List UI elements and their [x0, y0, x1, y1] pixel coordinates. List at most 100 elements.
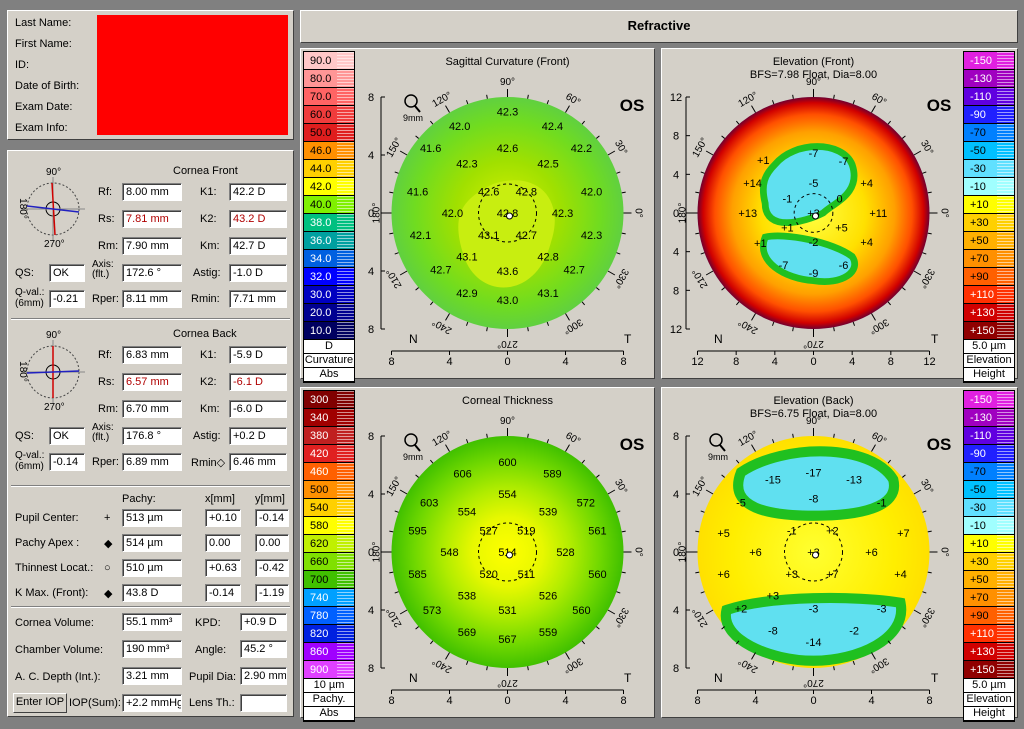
- scale-cell: 660: [304, 553, 354, 571]
- scale-footer: Elevation: [964, 693, 1014, 707]
- cornea-front-title: Cornea Front: [173, 165, 238, 177]
- scale-cell: -130: [964, 409, 1014, 427]
- scale-cell: 42.0: [304, 178, 354, 196]
- map-title: Elevation (Back): [773, 395, 853, 407]
- map-subtitle: BFS=6.75 Float, Dia=8.00: [750, 408, 877, 420]
- y-tick-label: 0: [673, 547, 679, 559]
- front-rf-field: 8.00 mm: [122, 183, 182, 201]
- angle-label: 210°: [691, 267, 711, 290]
- lens-th-field[interactable]: [240, 694, 287, 712]
- chamber-volume-field: 190 mm³: [122, 640, 182, 658]
- enter-iop-button[interactable]: Enter IOP: [13, 693, 67, 713]
- map-value: 527: [479, 525, 497, 537]
- angle-label: 150°: [691, 475, 711, 498]
- pachy-section: Pachy: x[mm] y[mm] Pupil Center: + 513 µ…: [8, 489, 293, 604]
- map-value: +1: [757, 155, 770, 167]
- zoom-icon: [404, 433, 421, 452]
- map-value: -1: [787, 525, 797, 537]
- nasal-label: N: [409, 671, 418, 685]
- angle-label: 90°: [500, 416, 515, 427]
- map-value: +13: [738, 208, 757, 220]
- angle-label: 270°: [497, 677, 518, 688]
- elevation-back-map-panel: -150 -130 -110 -90 -70 -50 -30 -10 +10 +30 +50 +70 +…: [661, 387, 1018, 722]
- front-k2-field: 43.2 D: [229, 210, 287, 228]
- map-value: +6: [749, 547, 762, 559]
- scale-cell: +10: [964, 196, 1014, 214]
- angle-label: 330°: [917, 267, 937, 290]
- angle-label: 210°: [385, 606, 405, 629]
- angle-label: 180°: [372, 542, 383, 563]
- angle-label: 120°: [737, 429, 760, 449]
- elevation-front-map-panel: -150 -130 -110 -90 -70 -50 -30 -10 +10 +30 +50 +70 +…: [661, 48, 1018, 383]
- map-value: -13: [846, 475, 862, 487]
- rs-label: Rs:: [98, 376, 115, 388]
- scale-cell: +50: [964, 232, 1014, 250]
- eye-label: OS: [620, 435, 645, 454]
- map-value: 585: [408, 569, 426, 581]
- divider: [11, 318, 290, 320]
- scale-cell: 540: [304, 499, 354, 517]
- pachy-y-field: -0.14: [255, 509, 289, 527]
- map-value: 548: [440, 547, 458, 559]
- thick-map: Corneal Thickness 90° 60° 30° 0° 330° 300° 270°…: [368, 395, 645, 707]
- map-value: 43.0: [497, 295, 518, 307]
- parameters-panel: 90° 270° 180° Cornea Front Rf: 8.00 mm K…: [7, 150, 294, 717]
- map-value: -8: [809, 493, 819, 505]
- map-value: +3: [785, 569, 798, 581]
- pachy-row-symbol: ◆: [104, 588, 113, 600]
- x-tick-label: 4: [752, 695, 758, 707]
- back-astig-field: +0.2 D: [229, 427, 287, 445]
- elevb-map: Elevation (Back)BFS=6.75 Float, Dia=8.00…: [673, 395, 951, 707]
- angle-label: 180°: [678, 203, 689, 224]
- map-value: 42.2: [571, 143, 592, 155]
- y-tick-label: 8: [673, 663, 679, 675]
- back-90-label: 90°: [46, 330, 62, 341]
- scale-cell: -30: [964, 160, 1014, 178]
- map-value: 520: [479, 569, 497, 581]
- y-tick-label: 12: [670, 92, 682, 104]
- map-value: 573: [423, 605, 441, 617]
- scale-cell: -110: [964, 88, 1014, 106]
- back-k1-field: -5.9 D: [229, 346, 287, 364]
- scale-cell: 820: [304, 625, 354, 643]
- scale-footer: Height: [964, 707, 1014, 721]
- angle-label: 150°: [385, 136, 405, 159]
- back-270-label: 270°: [44, 402, 65, 413]
- map-value: 519: [517, 525, 535, 537]
- map-region: [759, 143, 858, 227]
- angle-label: 60°: [869, 430, 888, 447]
- map-value: 42.7: [563, 265, 584, 277]
- angle-label: 60°: [869, 91, 888, 108]
- map-value: 42.3: [456, 159, 477, 171]
- zoom-icon: [709, 433, 726, 452]
- map-value: -2: [809, 237, 819, 249]
- scale-cell: +110: [964, 625, 1014, 643]
- scale-cell: +70: [964, 589, 1014, 607]
- pupil-dia-field: 2.90 mm: [240, 667, 287, 685]
- zoom-label: 9mm: [708, 452, 728, 462]
- angle-label: 330°: [611, 267, 631, 290]
- map-value: -3: [809, 604, 819, 616]
- map-region: [760, 232, 858, 285]
- scale-cell: 36.0: [304, 232, 354, 250]
- map-value: 42.3: [581, 230, 602, 242]
- x-tick-label: 8: [694, 695, 700, 707]
- eye-label: OS: [927, 96, 952, 115]
- angle-label: 270°: [803, 677, 824, 688]
- patient-info-panel: Last Name: First Name: ID: Date of Birth…: [7, 10, 294, 140]
- map-value: 554: [498, 489, 516, 501]
- x-tick-label: 4: [772, 356, 778, 368]
- map-value: 538: [458, 591, 476, 603]
- angle-label: 0°: [633, 208, 644, 218]
- scale-cell: 780: [304, 607, 354, 625]
- pachy-row-symbol: +: [104, 512, 111, 524]
- scale-cell: +30: [964, 553, 1014, 571]
- map-region: [458, 180, 555, 288]
- map-value: 42.8: [537, 252, 558, 264]
- map-value: +3: [767, 591, 780, 603]
- rm-label: Rm:: [98, 403, 119, 415]
- pachy-x-field: -0.14: [205, 584, 241, 602]
- map-value: +6: [865, 547, 878, 559]
- scale-cell: 340: [304, 409, 354, 427]
- map-title: Elevation (Front): [773, 56, 854, 68]
